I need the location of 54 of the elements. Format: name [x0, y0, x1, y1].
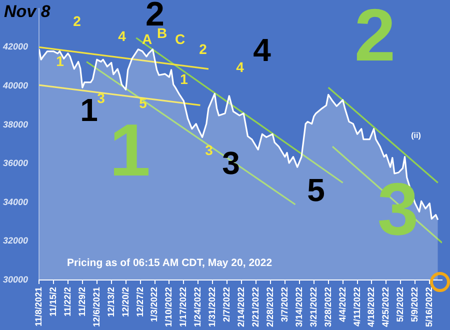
- annotation: 2: [199, 40, 208, 57]
- x-tick-label: 2/14/2022: [236, 286, 246, 328]
- annotation: 3: [222, 144, 240, 181]
- x-tick-label: 2/28/2022: [264, 286, 275, 328]
- annotation: 5: [307, 172, 325, 208]
- x-tick-label: 3/14/2022: [294, 286, 304, 328]
- annotation: 3: [97, 90, 106, 106]
- annotation: 1: [180, 70, 188, 87]
- y-tick-label: 42000: [2, 42, 28, 52]
- x-tick-label: 12/6/2021: [91, 286, 102, 328]
- x-tick-label: 11/15/2: [48, 286, 58, 316]
- chart-title: Nov 8: [4, 2, 51, 22]
- x-tick-label: 1/24/2022: [192, 286, 203, 328]
- x-tick-label: 1/31/2022: [207, 286, 218, 328]
- annotation: A: [142, 30, 152, 47]
- x-tick-label: 1/17/2022: [178, 286, 188, 328]
- x-tick-label: 3/28/2022: [322, 286, 333, 328]
- x-tick-label: 5/2/2022: [395, 286, 406, 322]
- annotation: C: [174, 30, 186, 47]
- x-tick-label: 12/27/2: [134, 286, 145, 317]
- x-tick-label: 3/21/2022: [308, 286, 318, 328]
- y-tick-label: 36000: [2, 158, 28, 168]
- x-tick-label: 1/10/2022: [164, 286, 174, 328]
- x-tick-label: 1/3/2022: [149, 286, 160, 322]
- y-tick-label: 40000: [2, 80, 28, 90]
- x-tick-label: 4/11/2022: [352, 286, 362, 327]
- x-tick-label: 2/7/2022: [222, 286, 232, 322]
- x-tick-label: 2/21/2022: [250, 286, 260, 328]
- x-tick-label: 12/13/2: [106, 286, 116, 317]
- annotation: 1: [80, 92, 98, 128]
- y-tick-label: 32000: [2, 236, 28, 246]
- x-tick-label: 11/8/2021: [34, 286, 44, 327]
- y-tick-label: 38000: [2, 119, 28, 130]
- annotation: 3: [205, 142, 214, 158]
- annotation: 1: [56, 52, 64, 69]
- annotation: 1: [109, 108, 151, 192]
- annotation: 2: [354, 0, 396, 76]
- y-tick-label: 30000: [2, 274, 28, 284]
- annotation: 2: [73, 12, 82, 29]
- x-tick-label: 5/9/2022: [410, 286, 420, 322]
- x-tick-label: 11/22/2: [62, 286, 72, 316]
- x-tick-label: 3/7/2022: [279, 286, 290, 322]
- x-tick-label: 5/16/2022: [424, 286, 434, 328]
- annotation: (ii): [411, 131, 422, 140]
- x-tick-label: 11/29/2: [76, 286, 87, 316]
- x-tick-label: 4/25/2022: [380, 286, 391, 328]
- x-tick-label: 12/20/2: [120, 286, 130, 317]
- annotation: Pricing as of 06:15 AM CDT, May 20, 2022: [67, 256, 272, 269]
- annotation: 4: [118, 28, 126, 44]
- annotation: 4: [236, 58, 244, 75]
- annotation: 4: [253, 32, 272, 68]
- x-tick-label: 4/18/2022: [366, 286, 376, 328]
- y-tick-label: 34000: [2, 196, 28, 207]
- x-tick-label: 4/4/2022: [337, 286, 348, 322]
